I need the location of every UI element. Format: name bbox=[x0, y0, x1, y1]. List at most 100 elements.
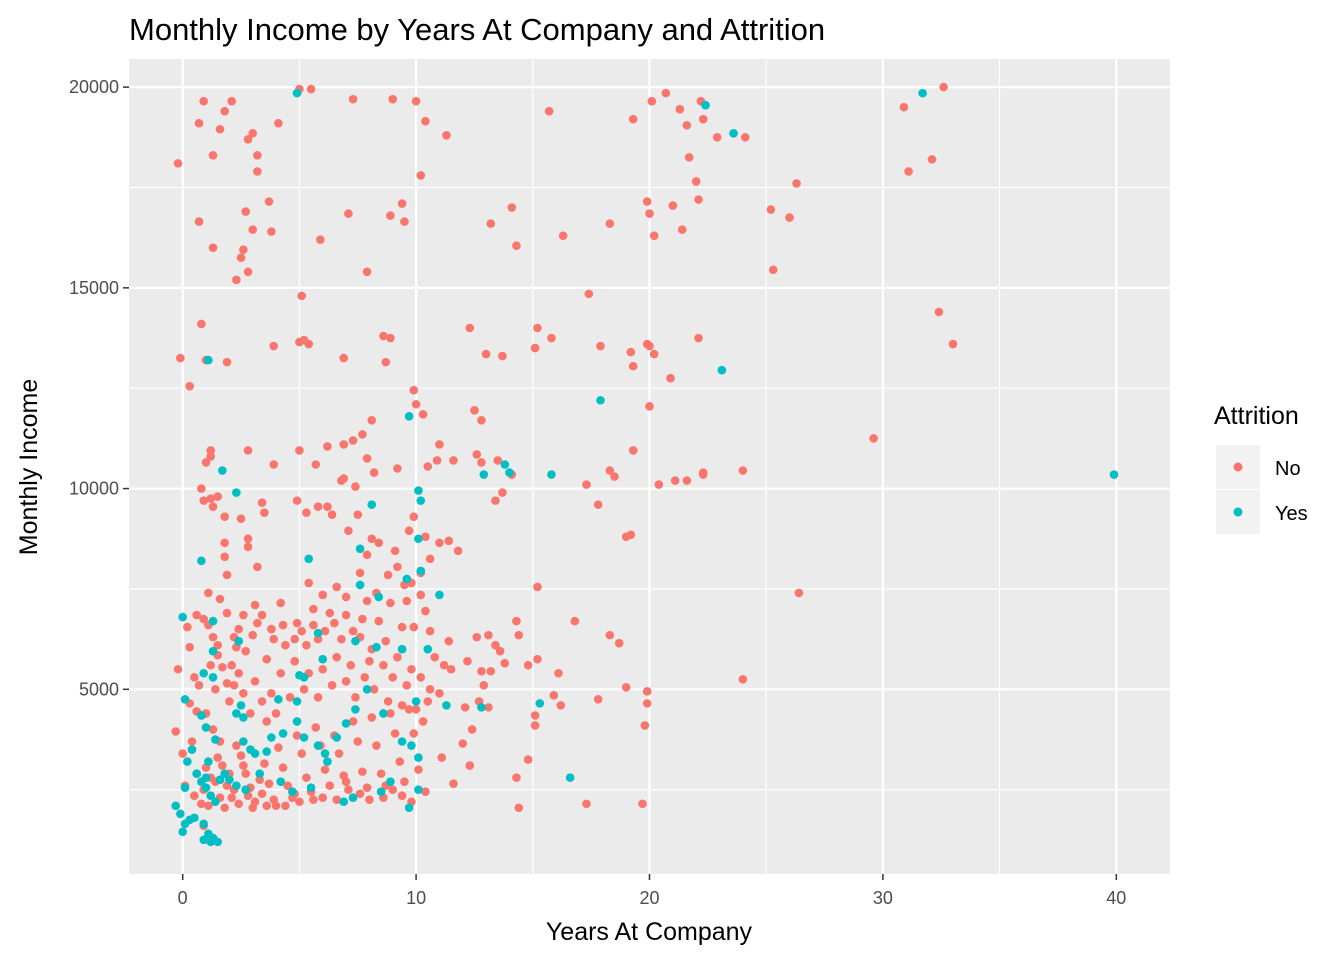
data-point-no bbox=[222, 570, 232, 580]
data-point-no bbox=[173, 159, 183, 168]
data-point-no bbox=[346, 660, 356, 670]
data-point-no bbox=[276, 598, 286, 608]
data-point-no bbox=[379, 660, 388, 670]
data-point-no bbox=[404, 705, 414, 714]
data-point-no bbox=[220, 803, 229, 813]
data-point-no bbox=[628, 446, 638, 455]
data-point-no bbox=[171, 727, 180, 736]
data-point-no bbox=[768, 265, 778, 275]
data-point-no bbox=[533, 582, 542, 592]
data-point-no bbox=[570, 616, 580, 626]
data-point-no bbox=[297, 626, 307, 636]
data-point-no bbox=[381, 357, 391, 367]
data-point-no bbox=[185, 381, 194, 391]
data-point-no bbox=[409, 385, 419, 395]
data-point-no bbox=[267, 689, 276, 698]
data-point-yes bbox=[535, 699, 545, 708]
data-point-no bbox=[628, 361, 638, 371]
data-point-yes bbox=[306, 783, 316, 792]
data-point-no bbox=[484, 703, 493, 712]
legend-marker-yes bbox=[1233, 507, 1243, 517]
data-point-no bbox=[530, 343, 540, 353]
data-point-no bbox=[236, 514, 246, 523]
data-point-yes bbox=[204, 355, 213, 365]
data-point-no bbox=[257, 498, 267, 507]
data-point-yes bbox=[239, 737, 248, 746]
data-point-no bbox=[218, 662, 227, 672]
data-point-no bbox=[582, 480, 591, 489]
data-point-no bbox=[409, 622, 419, 632]
data-point-no bbox=[353, 737, 363, 746]
data-point-no bbox=[677, 225, 687, 234]
data-point-yes bbox=[292, 717, 302, 726]
data-point-yes bbox=[171, 801, 180, 811]
data-point-no bbox=[477, 416, 486, 425]
data-point-no bbox=[374, 616, 384, 626]
data-point-yes bbox=[404, 412, 414, 421]
data-point-no bbox=[327, 510, 337, 519]
data-point-yes bbox=[565, 773, 575, 782]
data-point-no bbox=[325, 781, 335, 790]
legend: Attrition No Yes bbox=[1214, 402, 1308, 534]
data-point-no bbox=[383, 697, 393, 706]
data-point-no bbox=[481, 349, 491, 359]
data-point-no bbox=[381, 636, 391, 646]
data-point-no bbox=[316, 235, 325, 244]
data-point-no bbox=[649, 349, 659, 359]
data-point-no bbox=[927, 155, 937, 164]
data-point-no bbox=[194, 217, 204, 226]
data-point-yes bbox=[313, 741, 323, 750]
data-point-no bbox=[397, 791, 407, 801]
data-point-no bbox=[486, 666, 496, 676]
data-point-no bbox=[234, 624, 244, 634]
data-point-no bbox=[738, 674, 748, 684]
data-point-yes bbox=[414, 785, 423, 794]
data-point-no bbox=[416, 590, 426, 600]
data-point-no bbox=[339, 440, 349, 449]
data-point-no bbox=[694, 333, 703, 343]
data-point-yes bbox=[435, 590, 444, 600]
data-point-no bbox=[262, 717, 272, 726]
data-point-yes bbox=[232, 709, 241, 718]
data-point-no bbox=[325, 608, 335, 618]
data-point-no bbox=[390, 546, 400, 556]
data-point-no bbox=[292, 618, 302, 628]
data-point-no bbox=[388, 94, 398, 104]
data-point-no bbox=[302, 640, 311, 650]
data-point-no bbox=[437, 753, 447, 762]
data-point-no bbox=[208, 632, 218, 642]
data-point-no bbox=[355, 568, 365, 578]
data-point-yes bbox=[414, 534, 423, 544]
data-point-no bbox=[232, 275, 241, 285]
y-tick-label: 15000 bbox=[69, 278, 119, 298]
data-point-no bbox=[654, 480, 664, 489]
data-point-no bbox=[698, 468, 708, 477]
data-point-yes bbox=[397, 737, 407, 746]
data-point-no bbox=[423, 462, 433, 471]
data-point-no bbox=[348, 626, 358, 636]
data-point-no bbox=[302, 773, 311, 782]
data-point-no bbox=[267, 227, 276, 236]
data-point-no bbox=[362, 267, 372, 277]
data-point-no bbox=[628, 114, 638, 124]
x-tick-label: 30 bbox=[873, 888, 893, 908]
data-point-no bbox=[614, 638, 624, 648]
data-point-no bbox=[605, 219, 615, 228]
data-point-no bbox=[351, 482, 360, 491]
data-point-no bbox=[411, 399, 421, 409]
data-point-no bbox=[309, 795, 318, 805]
data-point-no bbox=[390, 729, 400, 738]
data-point-no bbox=[939, 82, 948, 92]
data-point-no bbox=[626, 530, 636, 540]
data-point-no bbox=[582, 799, 591, 809]
data-point-no bbox=[549, 691, 559, 700]
data-point-no bbox=[444, 536, 454, 546]
data-point-no bbox=[367, 416, 377, 425]
data-point-yes bbox=[213, 837, 222, 847]
data-point-no bbox=[304, 339, 314, 349]
data-point-no bbox=[278, 763, 288, 772]
data-point-no bbox=[386, 598, 395, 608]
data-point-no bbox=[386, 211, 395, 220]
data-point-no bbox=[211, 685, 220, 694]
data-point-no bbox=[593, 500, 603, 509]
